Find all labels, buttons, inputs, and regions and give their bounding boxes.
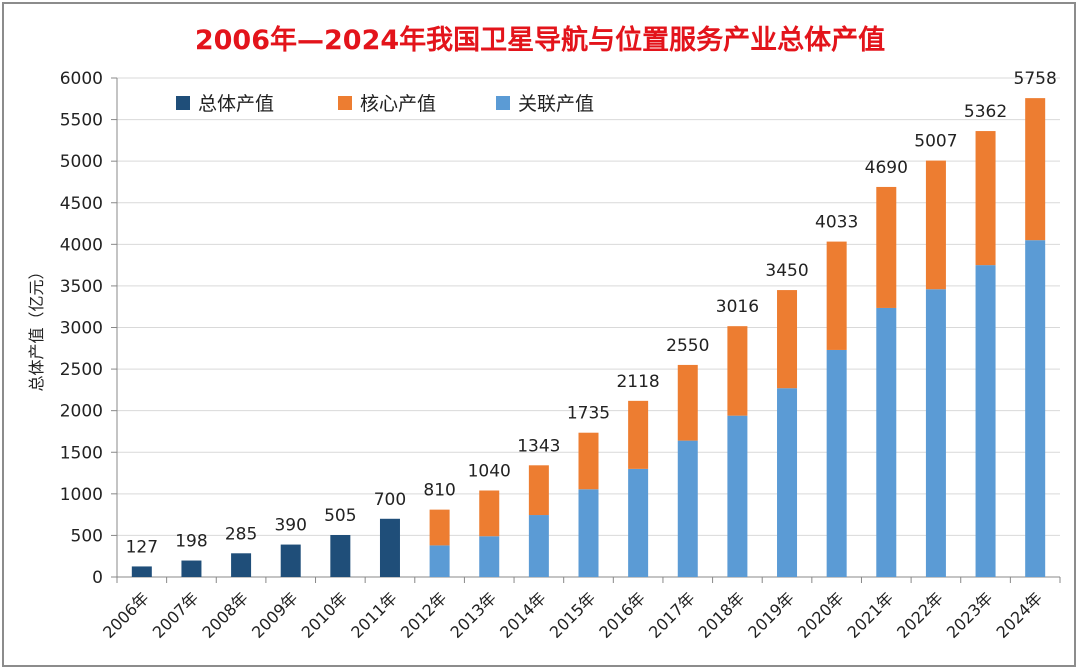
bar-segment: [677, 440, 698, 577]
data-label: 5362: [964, 102, 1007, 122]
x-tick-label: 2009年: [248, 588, 302, 642]
x-tick-label: 2017年: [645, 588, 699, 642]
y-axis-label: 总体产值（亿元）: [27, 263, 46, 391]
bar-segment: [528, 515, 549, 577]
legend-swatch: [338, 96, 352, 110]
x-tick-label: 2011年: [347, 588, 401, 642]
bar-segment: [479, 490, 500, 537]
bar-segment: [330, 535, 351, 577]
y-tick-label: 500: [71, 526, 103, 546]
data-label: 3016: [716, 297, 759, 317]
chart-title: 2006年—2024年我国卫星导航与位置服务产业总体产值: [194, 25, 886, 56]
x-tick-label: 2010年: [298, 588, 352, 642]
bar-segment: [975, 131, 996, 266]
data-label: 4690: [865, 158, 908, 178]
legend-swatch: [496, 96, 510, 110]
x-tick-label: 2024年: [992, 588, 1046, 642]
x-tick-label: 2019年: [744, 588, 798, 642]
y-tick-label: 4000: [60, 235, 103, 255]
bar-segment: [528, 465, 549, 516]
legend-label: 核心产值: [360, 93, 436, 115]
y-tick-label: 3000: [60, 319, 103, 339]
x-tick-label: 2021年: [844, 588, 898, 642]
data-label: 127: [126, 537, 158, 557]
y-tick-label: 6000: [60, 69, 103, 89]
x-tick-label: 2016年: [595, 588, 649, 642]
bar-segment: [578, 432, 599, 490]
bar-segment: [777, 388, 798, 577]
bar-segment: [876, 186, 897, 308]
bar-segment: [925, 160, 946, 290]
y-tick-label: 2500: [60, 360, 103, 380]
x-tick-label: 2023年: [943, 588, 997, 642]
data-label: 505: [324, 506, 356, 526]
x-tick-label: 2008年: [198, 588, 252, 642]
x-tick-label: 2018年: [695, 588, 749, 642]
data-label: 2550: [666, 336, 709, 356]
bar-segment: [925, 289, 946, 577]
bar-segment: [379, 518, 400, 577]
x-tick-label: 2013年: [447, 588, 501, 642]
bar-segment: [429, 509, 450, 546]
y-tick-label: 3500: [60, 277, 103, 297]
data-label: 2118: [616, 372, 659, 392]
data-label: 1040: [468, 462, 511, 482]
data-label: 3450: [765, 261, 808, 281]
bar-segment: [181, 560, 202, 577]
bar-segment: [578, 489, 599, 577]
bar-segment: [677, 364, 698, 441]
bar-segment: [826, 241, 847, 350]
bar-segment: [131, 566, 152, 577]
data-label: 5758: [1014, 69, 1057, 89]
x-tick-label: 2007年: [149, 588, 203, 642]
y-tick-label: 0: [92, 568, 103, 588]
bar-segment: [1025, 240, 1046, 578]
y-tick-label: 5000: [60, 152, 103, 172]
legend-label: 关联产值: [518, 93, 594, 115]
legend-swatch: [176, 96, 190, 110]
bar-segment: [777, 290, 798, 389]
data-label: 700: [374, 490, 406, 510]
bar-segment: [479, 536, 500, 577]
x-tick-label: 2012年: [397, 588, 451, 642]
bar-segment: [876, 307, 897, 577]
y-tick-label: 1000: [60, 485, 103, 505]
legend-label: 总体产值: [198, 93, 274, 115]
data-label: 1735: [567, 404, 610, 424]
data-label: 5007: [914, 132, 957, 152]
y-tick-label: 1500: [60, 443, 103, 463]
x-tick-label: 2022年: [893, 588, 947, 642]
x-tick-label: 2020年: [794, 588, 848, 642]
bar-segment: [826, 349, 847, 577]
x-tick-label: 2014年: [496, 588, 550, 642]
bar-segment: [280, 544, 301, 577]
y-tick-label: 2000: [60, 402, 103, 422]
data-label: 4033: [815, 213, 858, 233]
data-label: 810: [423, 481, 455, 501]
data-label: 198: [175, 532, 207, 552]
bar-segment: [429, 545, 450, 577]
y-tick-label: 5500: [60, 111, 103, 131]
data-label: 1343: [517, 436, 560, 456]
bar-segment: [231, 553, 252, 577]
bar-segment: [727, 415, 748, 577]
data-label: 390: [274, 516, 306, 536]
bar-segment: [975, 265, 996, 577]
bar-segment: [727, 326, 748, 416]
x-tick-label: 2006年: [99, 588, 153, 642]
y-tick-label: 4500: [60, 194, 103, 214]
x-tick-label: 2015年: [546, 588, 600, 642]
bar-segment: [1025, 98, 1046, 241]
bar-segment: [628, 468, 649, 577]
data-label: 285: [225, 524, 257, 544]
bar-segment: [628, 400, 649, 469]
